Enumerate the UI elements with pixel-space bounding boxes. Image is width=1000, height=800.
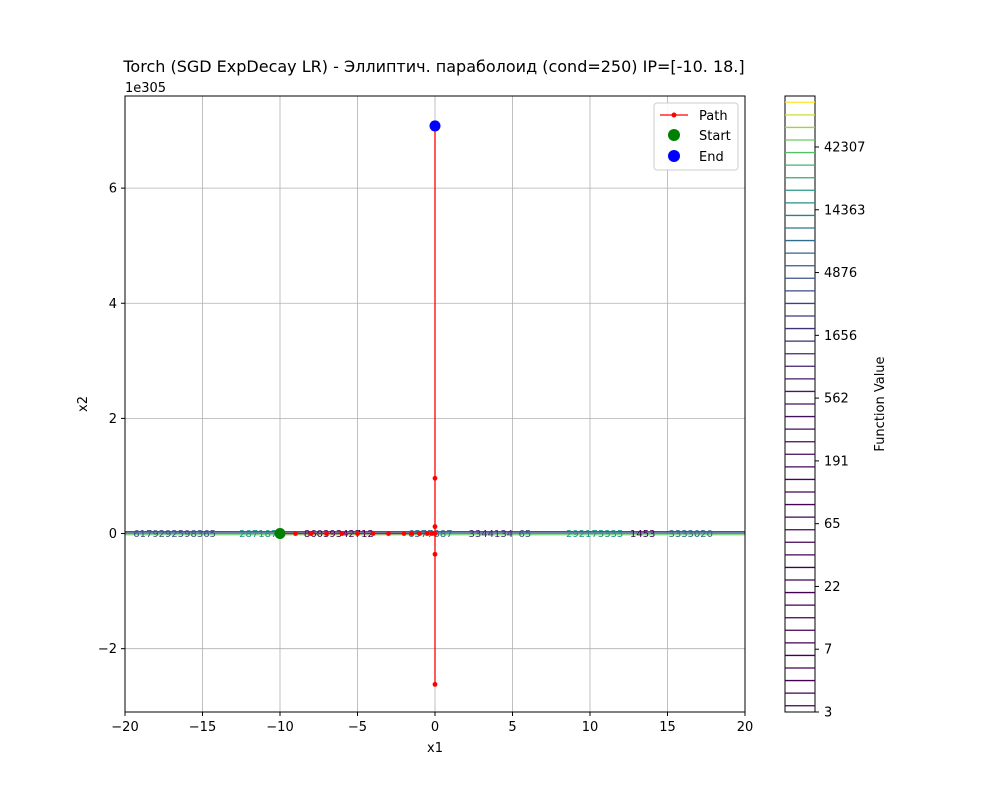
colorbar-tick-label-1: 14363	[824, 203, 865, 218]
path-point-6	[370, 531, 376, 536]
contour-label-6: 292175335	[566, 529, 623, 540]
contour-label-0: 6179292598365	[133, 529, 216, 540]
path-point-16	[432, 475, 438, 481]
plot-area: 6179292598365287187086039342712657738733…	[124, 95, 746, 713]
path-point-2	[308, 531, 314, 536]
legend-start-label: Start	[699, 129, 731, 144]
y-tick-label-0: −2	[98, 642, 117, 657]
colorbar-levels	[785, 101, 815, 707]
path-series	[277, 123, 438, 687]
path-point-9	[409, 531, 415, 536]
x-tick-label-0: −20	[111, 720, 138, 735]
path-point-4	[339, 531, 345, 536]
path-point-17	[432, 681, 438, 687]
legend: Path Start End	[653, 102, 739, 171]
colorbar-tick-label-8: 7	[824, 643, 832, 658]
x-tick-label-4: 0	[431, 720, 439, 735]
colorbar: 42307 14363 4876 1656 562 191 65 22 7 3 Function …	[784, 95, 888, 721]
path-point-8	[401, 531, 407, 536]
contour-label-5: 65	[519, 529, 532, 540]
y-tick-label-4: 6	[109, 182, 117, 197]
path-point-7	[386, 531, 391, 536]
colorbar-tick-label-2: 4876	[824, 266, 857, 281]
x-tick-label-3: −5	[348, 720, 367, 735]
legend-end-marker	[668, 150, 680, 162]
contour-label-8: 3333020	[668, 529, 713, 540]
y-axis-label: x2	[76, 396, 91, 412]
x-tick-label-1: −15	[189, 720, 216, 735]
x-tick-label-8: 20	[737, 720, 754, 735]
path-point-10	[417, 531, 422, 536]
colorbar-tick-label-9: 3	[824, 706, 832, 721]
contour-label-7: 1453	[630, 529, 655, 540]
start-marker	[274, 528, 286, 540]
y-tick-label-2: 2	[109, 412, 117, 427]
colorbar-label: Function Value	[873, 356, 888, 451]
legend-start-marker	[668, 129, 680, 141]
x-tick-label-6: 10	[582, 720, 599, 735]
y-offset-label: 1e305	[125, 81, 166, 96]
path-point-13	[432, 531, 438, 536]
path-point-14	[432, 524, 438, 530]
colorbar-tick-label-0: 42307	[824, 141, 865, 156]
colorbar-tick-label-3: 1656	[824, 329, 857, 344]
legend-end-label: End	[699, 150, 724, 165]
x-axis-ticks: −20 −15 −10 −5 0 5 10 15 20	[111, 712, 753, 735]
path-point-5	[355, 531, 360, 536]
colorbar-tick-label-6: 65	[824, 517, 841, 532]
x-tick-label-5: 5	[508, 720, 516, 735]
path-point-1	[293, 531, 298, 536]
path-point-15	[432, 551, 438, 557]
chart-title: Torch (SGD ExpDecay LR) - Эллиптич. пара…	[122, 57, 744, 76]
colorbar-tick-label-4: 562	[824, 392, 849, 407]
x-axis-label: x1	[427, 741, 443, 756]
path-point-3	[324, 531, 329, 536]
y-tick-label-1: 0	[109, 527, 117, 542]
legend-path-marker	[671, 112, 677, 118]
colorbar-tick-label-5: 191	[824, 454, 849, 469]
path-point-11	[424, 531, 430, 536]
contour-label-4: 3344134	[469, 529, 514, 540]
end-marker	[429, 120, 441, 132]
y-axis-ticks: −2 0 2 4 6	[98, 182, 125, 657]
x-tick-label-2: −10	[266, 720, 293, 735]
colorbar-tick-label-7: 22	[824, 580, 841, 595]
legend-path-label: Path	[699, 109, 728, 124]
start-end-markers	[274, 120, 441, 540]
contour-label-1: 2871870	[239, 529, 284, 540]
colorbar-ticks: 42307 14363 4876 1656 562 191 65 22 7 3	[815, 141, 865, 721]
y-tick-label-3: 4	[109, 297, 117, 312]
x-tick-label-7: 15	[659, 720, 676, 735]
contour-label-2: 86039342712	[304, 529, 374, 540]
